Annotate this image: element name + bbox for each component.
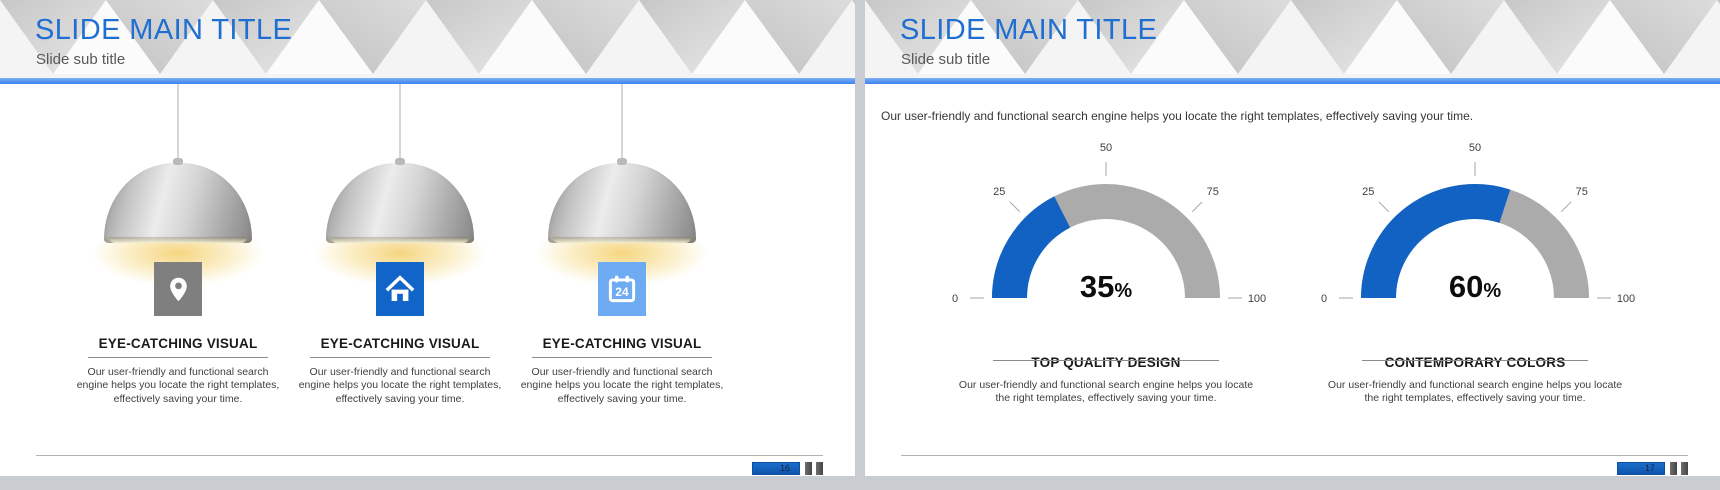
feature-heading: EYE-CATCHING VISUAL [542,336,702,351]
lamp-shade [104,158,252,243]
slide-subtitle: Slide sub title [36,51,126,68]
gauge-tick-label: 50 [1100,142,1112,154]
gauge-heading: TOP QUALITY DESIGN [1031,354,1181,370]
location-pin-icon [169,277,187,301]
gauge-tick [1009,201,1021,213]
gauge-value: 35% [936,269,1276,305]
slide-header: SLIDE MAIN TITLE Slide sub title [0,0,855,78]
slide-header: SLIDE MAIN TITLE Slide sub title [865,0,1720,78]
heading-divider [88,357,268,358]
gauge-value-number: 35 [1079,269,1115,304]
lamp-cord [399,84,401,163]
location-icon-tile [154,262,202,316]
page-indicator-bar [805,462,812,475]
lamp-cord [621,84,623,163]
lamp-shade [548,158,696,243]
gauge-tick-label: 0 [952,293,958,304]
gauge-tick-label: 75 [1576,186,1588,198]
page-indicator-bar [816,462,823,475]
gauge-value-unit: % [1483,280,1502,302]
calendar-day-label: 24 [615,285,629,299]
feature-body: Our user-friendly and functional search … [520,366,724,405]
footer-divider [901,455,1688,456]
slide-title: SLIDE MAIN TITLE [35,14,293,46]
page-indicator-bar [1670,462,1677,475]
slide-page-17: SLIDE MAIN TITLE Slide sub title Our use… [865,0,1720,476]
gauge-section-quality: 0 25 50 75 100 35% TOP QUALITY DESIGN Our us… [936,134,1276,424]
header-pattern [0,0,855,78]
gauge-value: 60% [1305,269,1645,305]
heading-divider [993,360,1219,361]
home-icon-tile [376,262,424,316]
slide-intro-text: Our user-friendly and functional search … [881,109,1474,123]
gauge-tick-label: 0 [1321,293,1327,304]
gauge-tick-label: 25 [1362,186,1374,198]
gauge-section-colors: 0 25 50 75 100 60% CONTEMPORARY COLORS Our u… [1305,134,1645,424]
feature-column-home: EYE-CATCHING VISUAL Our user-friendly an… [275,84,525,406]
gauge-chart: 0 25 50 75 100 [1321,142,1635,304]
gauge-tick-label: 25 [993,186,1005,198]
accent-bar [865,78,1720,84]
feature-heading: EYE-CATCHING VISUAL [320,336,480,351]
heading-divider [310,357,490,358]
gauge-tick-label: 50 [1469,142,1481,154]
calendar-icon-tile: 24 [598,262,646,316]
heading-divider [1362,360,1588,361]
gauge-heading: CONTEMPORARY COLORS [1384,354,1566,370]
gauge-value-number: 60 [1448,269,1484,304]
gauge-fill-arc [992,196,1071,299]
gauge-tick-label: 100 [1617,293,1635,304]
lamp-cord [177,84,179,163]
gauge-tick [1378,201,1390,213]
page-number-badge: 17 [1617,462,1665,475]
feature-body: Our user-friendly and functional search … [76,366,280,405]
gauge-body: Our user-friendly and functional search … [1327,378,1623,404]
gauge-body: Our user-friendly and functional search … [958,378,1254,404]
slide-title: SLIDE MAIN TITLE [900,14,1158,46]
feature-column-location: EYE-CATCHING VISUAL Our user-friendly an… [53,84,303,406]
slide-page-16: SLIDE MAIN TITLE Slide sub title EYE-CAT… [0,0,855,476]
gauge-value-unit: % [1114,280,1133,302]
feature-body: Our user-friendly and functional search … [298,366,502,405]
home-icon [385,275,415,301]
lamp-shade [326,158,474,243]
accent-bar [0,78,855,84]
gauge-chart: 0 25 50 75 100 [952,142,1266,304]
page-number-badge: 16 [752,462,800,475]
slide-subtitle: Slide sub title [901,51,991,68]
feature-columns: EYE-CATCHING VISUAL Our user-friendly an… [53,84,747,406]
footer-divider [36,455,823,456]
gauge-tick [1191,201,1203,213]
feature-heading: EYE-CATCHING VISUAL [98,336,258,351]
page-indicator-bar [1681,462,1688,475]
feature-column-calendar: 24 EYE-CATCHING VISUAL Our user-friendly… [497,84,747,406]
heading-divider [532,357,712,358]
gauge-tick [1560,201,1572,213]
header-pattern [865,0,1720,78]
gauge-tick-label: 75 [1207,186,1219,198]
gauge-tick-label: 100 [1248,293,1266,304]
gauge-fill-arc [1361,184,1511,299]
calendar-icon: 24 [608,275,636,303]
